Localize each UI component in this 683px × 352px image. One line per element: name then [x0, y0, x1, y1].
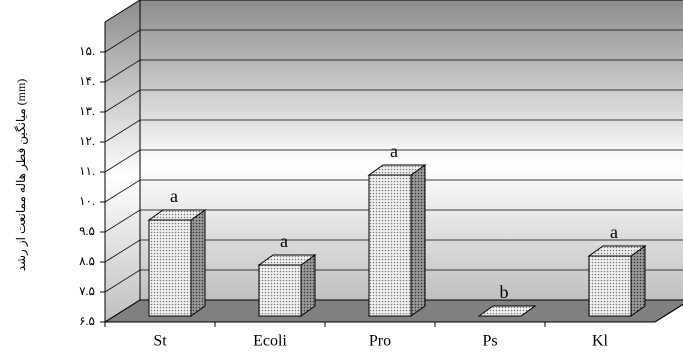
grid-line: [104, 239, 683, 263]
y-tick-label: ۸.۵: [79, 254, 95, 268]
bar: [587, 245, 647, 317]
y-tick-label: ۱۱.: [79, 164, 95, 178]
bar: [367, 164, 427, 317]
grid-line: [104, 29, 683, 53]
bar: [257, 254, 317, 317]
annotation: a: [610, 222, 618, 242]
x-tick-label: Pro: [369, 333, 391, 350]
bar-face: [148, 219, 192, 317]
bar-face: [477, 305, 537, 317]
grid-line: [104, 209, 683, 233]
y-tick-label: ۷.۵: [79, 284, 95, 298]
annotation: a: [170, 186, 178, 206]
annotation: a: [280, 231, 288, 251]
bar-face: [410, 164, 426, 317]
annotation: a: [390, 141, 398, 161]
bar-face: [630, 245, 646, 317]
x-tick-label: St: [153, 333, 167, 350]
grid-line: [104, 299, 683, 323]
grid-line: [104, 119, 683, 143]
x-tick-label: Kl: [592, 333, 609, 350]
bar-face: [368, 174, 412, 317]
floor-edge: [654, 303, 683, 323]
grid-line: [104, 269, 683, 293]
x-tick-label: Ps: [482, 333, 497, 350]
bar: [147, 209, 207, 317]
grid-line: [104, 59, 683, 83]
bar-face: [300, 254, 316, 317]
y-tick-label: ۱۳.: [79, 104, 95, 118]
annotation: b: [500, 282, 509, 302]
y-tick-label: ۱۵.: [79, 44, 95, 58]
y-tick-label: ۱۲.: [79, 134, 95, 148]
y-tick-label: ۹.۵: [79, 224, 95, 238]
y-tick-label: ۱۰.: [79, 194, 95, 208]
bar: [477, 305, 537, 317]
grid-line: [104, 179, 683, 203]
grid-line: [104, 149, 683, 173]
y-tick-label: ۶.۵: [79, 314, 95, 328]
y-axis-label: میانگین قطر هاله ممانعت از رشد (mm): [14, 79, 28, 272]
bar-face: [588, 255, 632, 317]
y-tick-label: ۱۴.: [79, 74, 95, 88]
grid-line: [104, 89, 683, 113]
bar-face: [190, 209, 206, 317]
bar-face: [258, 264, 302, 317]
x-tick-label: Ecoli: [253, 333, 287, 350]
